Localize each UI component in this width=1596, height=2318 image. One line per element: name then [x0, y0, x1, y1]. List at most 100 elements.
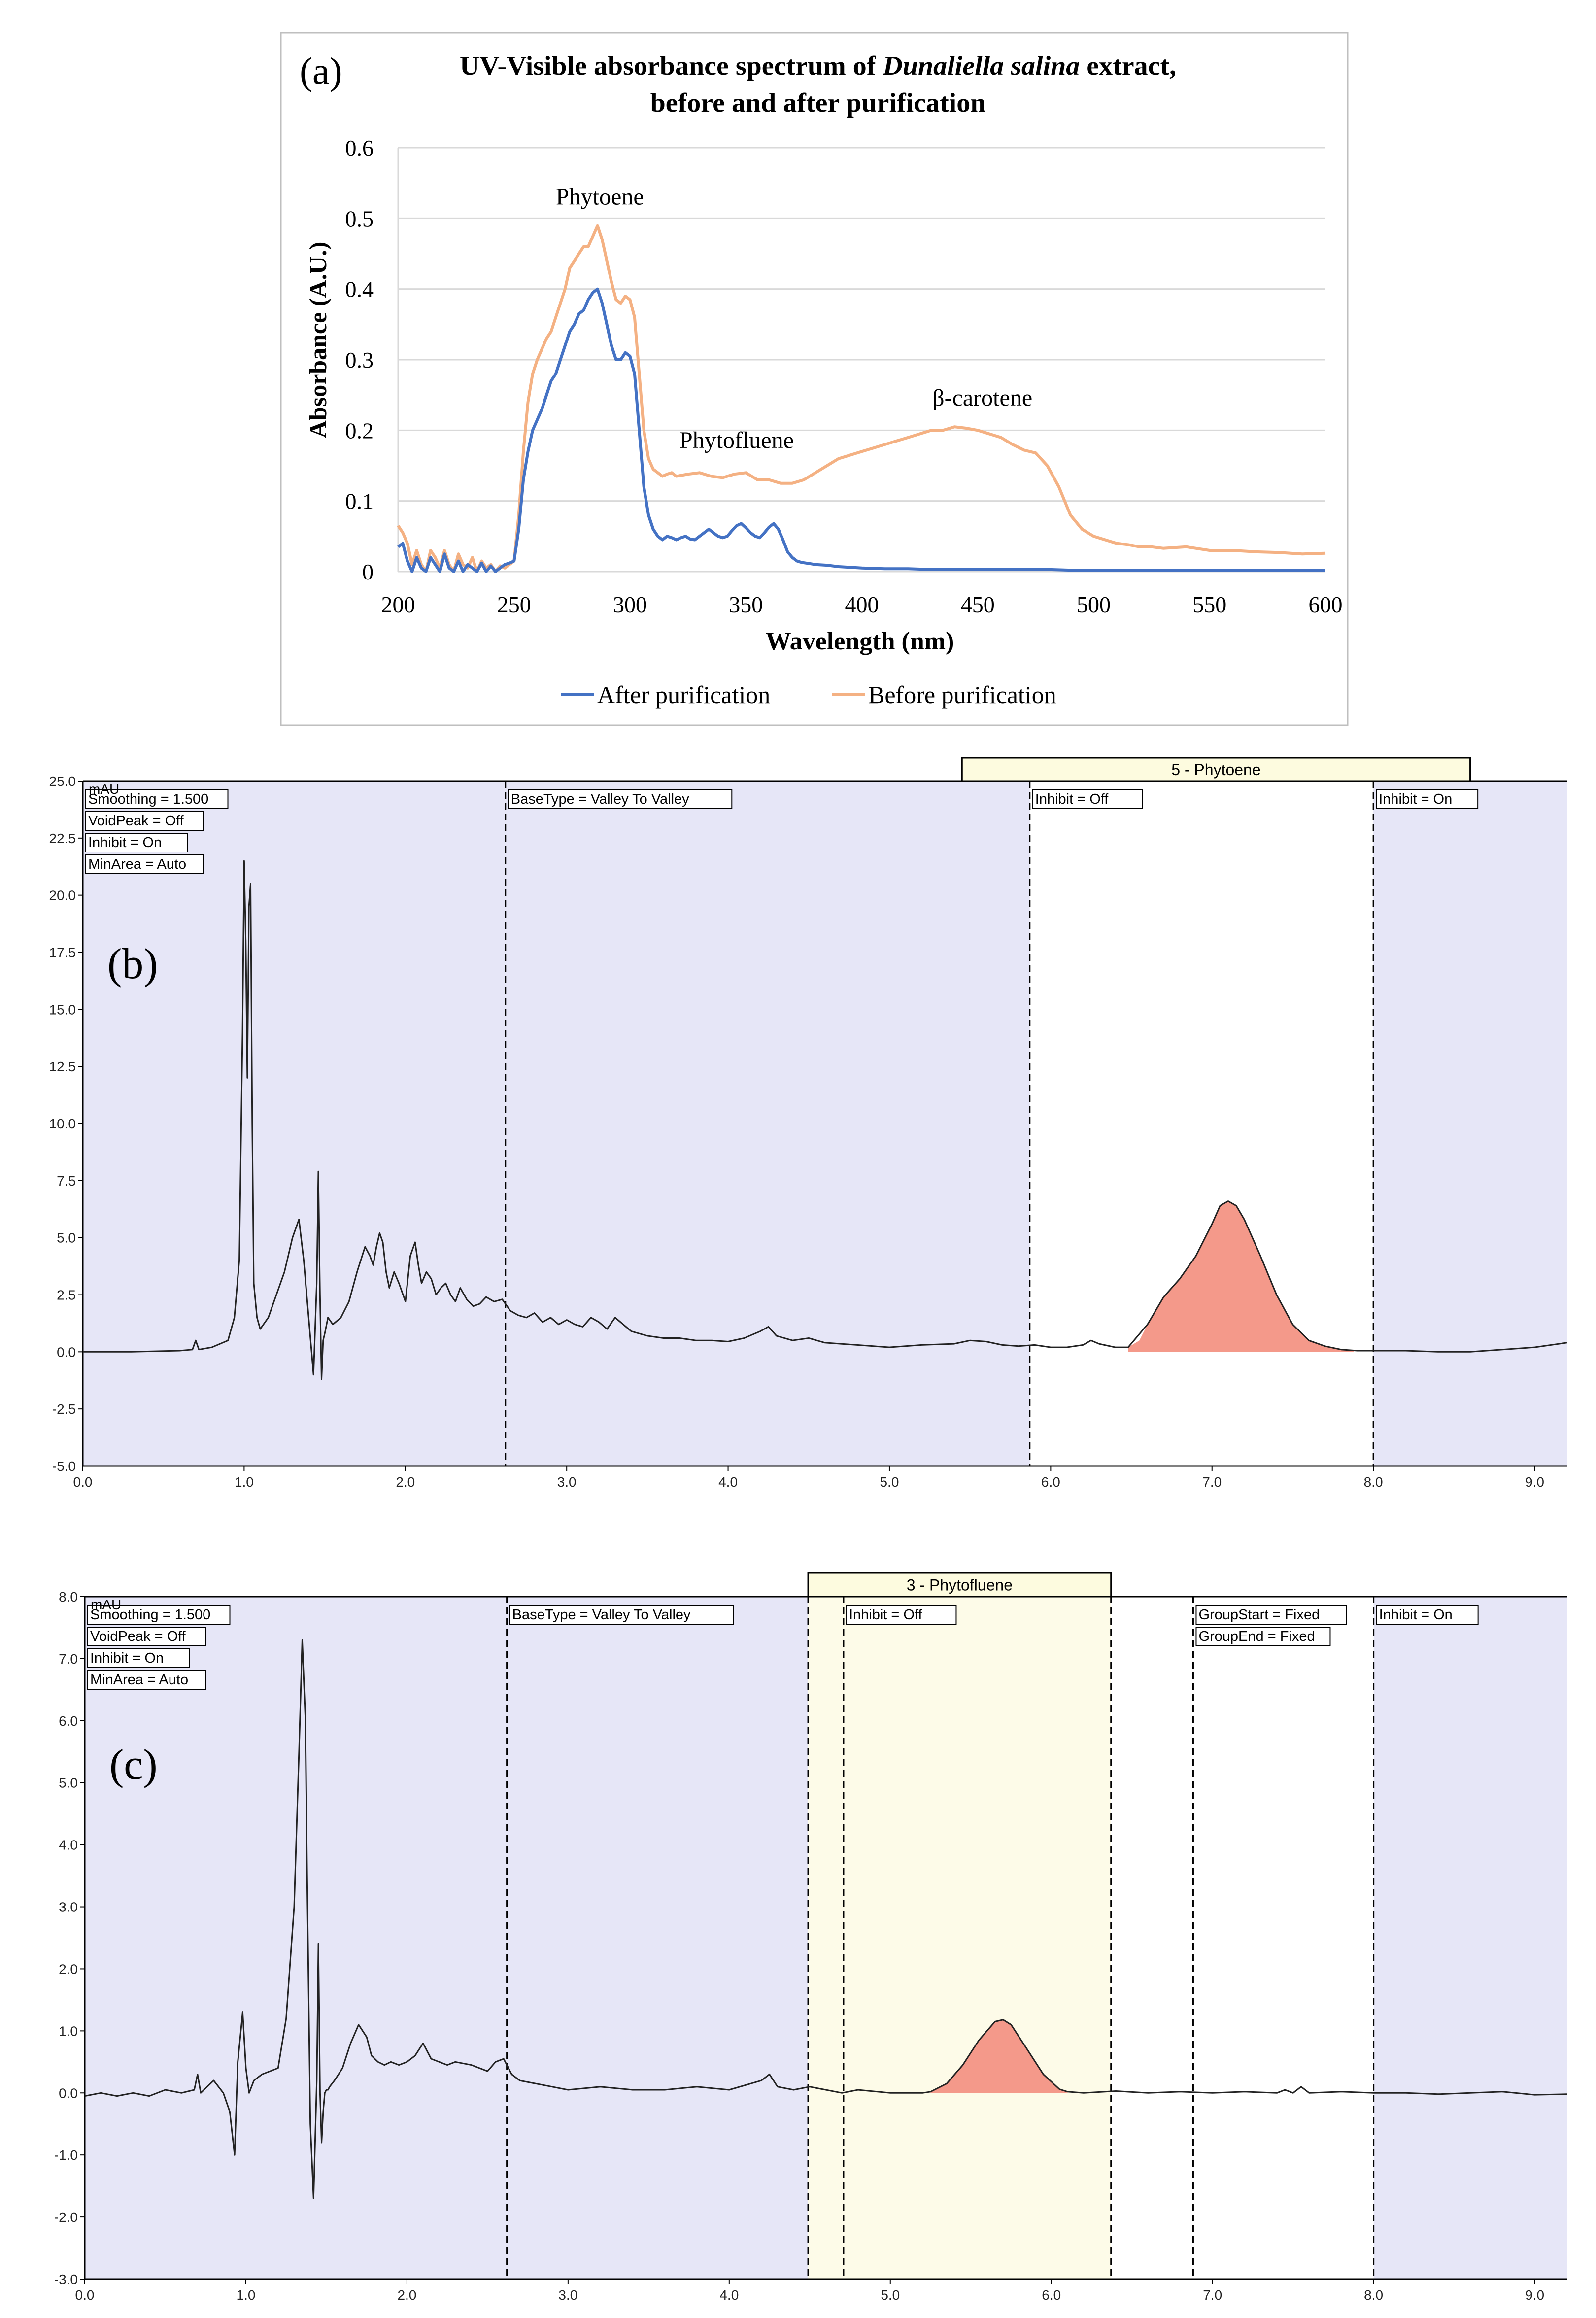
panel-b-x-tick-label: 4.0: [718, 1474, 738, 1490]
panel-c-y-tick-label: 6.0: [59, 1713, 78, 1729]
panel-a-annotation: Phytofluene: [679, 427, 794, 453]
panel-a-x-tick-label: 500: [1077, 592, 1111, 617]
panel-b-x-tick-label: 1.0: [235, 1474, 254, 1490]
panel-a-x-axis-label: Wavelength (nm): [766, 627, 954, 655]
panel-c-x-tick-label: 6.0: [1042, 2287, 1061, 2303]
panel-b-y-unit: mAU: [89, 782, 119, 797]
panel-a-x-ticks: 200 250 300 350 400 450 500 550 600: [381, 592, 1343, 617]
panel-b-y-tick-label: -5.0: [52, 1459, 76, 1474]
panel-c-y-tick-label: 0.0: [59, 2085, 78, 2101]
panel-b-y-tick-label: 25.0: [49, 774, 76, 789]
panel-b-event-label-box: [508, 789, 733, 809]
panel-a-title-pre: UV-Visible absorbance spectrum of: [460, 51, 883, 81]
panel-a-frame: [280, 32, 1349, 726]
panel-a-y-tick-label: 0.2: [345, 418, 374, 443]
panel-c-event-label: Smoothing = 1.500: [90, 1607, 210, 1623]
panel-b-y-tick-label: 7.5: [57, 1173, 76, 1189]
panel-a-y-tick-label: 0.3: [345, 347, 374, 373]
panel-a-label: (a): [300, 49, 342, 92]
panel-b-event-label-box: [1032, 789, 1143, 809]
panel-c-event-label: GroupEnd = Fixed: [1198, 1629, 1315, 1644]
panel-b-y-tick-label: 17.5: [49, 945, 76, 960]
panel-a-legend: After purification Before purification: [561, 681, 1056, 709]
panel-c-event-label-box: [87, 1605, 231, 1625]
panel-c-y-tick-label: -3.0: [54, 2272, 78, 2287]
panel-c-x-tick-label: 3.0: [558, 2287, 577, 2303]
panel-c-y-tick-label: 5.0: [59, 1775, 78, 1791]
panel-c-peak-name: 3 - Phytofluene: [907, 1576, 1013, 1594]
panel-b: 5 - Phytoene -5.0 -2.5 0.0 2.5 5.0 7.5 10.0 12.5…: [49, 757, 1567, 1490]
panel-b-y-tick-label: 5.0: [57, 1230, 76, 1246]
panel-c-event-label-box: [509, 1605, 734, 1625]
panel-a-annotation: Phytoene: [556, 184, 644, 210]
panel-c-y-tick-label: 3.0: [59, 1900, 78, 1915]
panel-a-y-tick-label: 0.1: [345, 489, 374, 514]
panel-a-y-ticks: 0 0.1 0.2 0.3 0.4 0.5 0.6: [345, 136, 374, 584]
panel-b-x-tick-label: 8.0: [1364, 1474, 1383, 1490]
panel-b-event-label-box: [85, 833, 188, 852]
panel-a-legend-label: After purification: [597, 681, 770, 709]
panel-b-event-label: VoidPeak = Off: [88, 813, 184, 829]
panel-a-x-tick-label: 450: [961, 592, 995, 617]
panel-c-event-label-box: [1195, 1605, 1347, 1625]
panel-c-event-label: BaseType = Valley To Valley: [512, 1607, 691, 1623]
panel-c-y-tick-label: 2.0: [59, 1961, 78, 1977]
panel-b-x-tick-label: 0.0: [73, 1474, 93, 1490]
panel-c-event-label: GroupStart = Fixed: [1198, 1607, 1320, 1623]
panel-a-x-tick-label: 300: [613, 592, 647, 617]
panel-a-x-tick-label: 600: [1309, 592, 1343, 617]
panel-b-y-tick-label: 2.5: [57, 1288, 76, 1303]
panel-c-highlight-region: [808, 1597, 1111, 2279]
panel-c-x-tick-label: 1.0: [236, 2287, 255, 2303]
panel-b-shaded-region: [1373, 781, 1567, 1466]
panel-a-legend-label: Before purification: [868, 681, 1056, 709]
panel-a-x-tick-label: 250: [497, 592, 531, 617]
panel-a-x-tick-label: 550: [1192, 592, 1226, 617]
panel-a: (a) UV-Visible absorbance spectrum of Du…: [280, 32, 1349, 726]
panel-b-x-tick-label: 9.0: [1525, 1474, 1544, 1490]
panel-b-event-label: MinArea = Auto: [88, 856, 186, 872]
panel-b-event-label: Inhibit = On: [88, 835, 162, 851]
panel-c-chromatogram-trace: [84, 1639, 1567, 2199]
panel-b-x-tick-label: 6.0: [1041, 1474, 1060, 1490]
panel-c-x-tick-label: 5.0: [881, 2287, 900, 2303]
panel-a-title: UV-Visible absorbance spectrum of Dunali…: [460, 51, 1176, 81]
panel-c-y-unit: mAU: [91, 1597, 121, 1612]
panel-a-gridlines: [397, 147, 1325, 573]
panel-b-y-tick-label: 12.5: [49, 1059, 76, 1074]
panel-a-y-axis-label: Absorbance (A.U.): [304, 242, 332, 439]
panel-c-shaded-region: [1373, 1597, 1567, 2279]
panel-c-event-label: Inhibit = On: [1379, 1607, 1453, 1623]
panel-b-x-tick-label: 7.0: [1202, 1474, 1222, 1490]
panel-b-peak-name: 5 - Phytoene: [1171, 761, 1260, 779]
panel-c-peak-name-box: [807, 1572, 1112, 1598]
panel-c-event-label-box: [1195, 1627, 1331, 1646]
panel-c-event-label-box: [87, 1670, 206, 1690]
panel-a-y-tick-label: 0.6: [345, 136, 374, 161]
panel-c-y-tick-label: 7.0: [59, 1651, 78, 1667]
panel-a-title-line2: before and after purification: [650, 88, 986, 118]
panel-b-y-tick-label: 10.0: [49, 1116, 76, 1131]
panel-b-event-label: Smoothing = 1.500: [88, 791, 208, 807]
panel-c: 3 - Phytofluene -3.0 -2.0 -1.0 0.0 1.0 2.0 3.0 4…: [54, 1572, 1567, 2303]
panel-b-integrated-peak: [1128, 1201, 1354, 1352]
panel-c-x-tick-label: 0.0: [75, 2287, 95, 2303]
panel-c-event-label: VoidPeak = Off: [90, 1629, 186, 1644]
panel-b-y-tick-label: 0.0: [57, 1344, 76, 1360]
panel-b-x-tick-label: 2.0: [396, 1474, 415, 1490]
panel-a-series-after-purification: [397, 287, 1325, 573]
panel-c-shaded-region: [85, 1597, 809, 2279]
panel-c-y-tick-label: -2.0: [54, 2210, 78, 2225]
panel-b-x-tick-label: 3.0: [557, 1474, 577, 1490]
panel-b-chromatogram-trace: [83, 860, 1567, 1380]
panel-c-x-tick-label: 8.0: [1364, 2287, 1383, 2303]
panel-a-x-tick-label: 200: [381, 592, 415, 617]
panel-b-y-tick-label: -2.5: [52, 1401, 76, 1417]
panel-c-y-tick-label: -1.0: [54, 2148, 78, 2163]
panel-c-y-tick-label: 1.0: [59, 2023, 78, 2039]
panel-c-event-label: Inhibit = Off: [849, 1607, 923, 1623]
panel-b-x-tick-label: 5.0: [880, 1474, 899, 1490]
panel-a-y-tick-label: 0.4: [345, 277, 374, 302]
panel-c-y-tick-label: 4.0: [59, 1838, 78, 1853]
